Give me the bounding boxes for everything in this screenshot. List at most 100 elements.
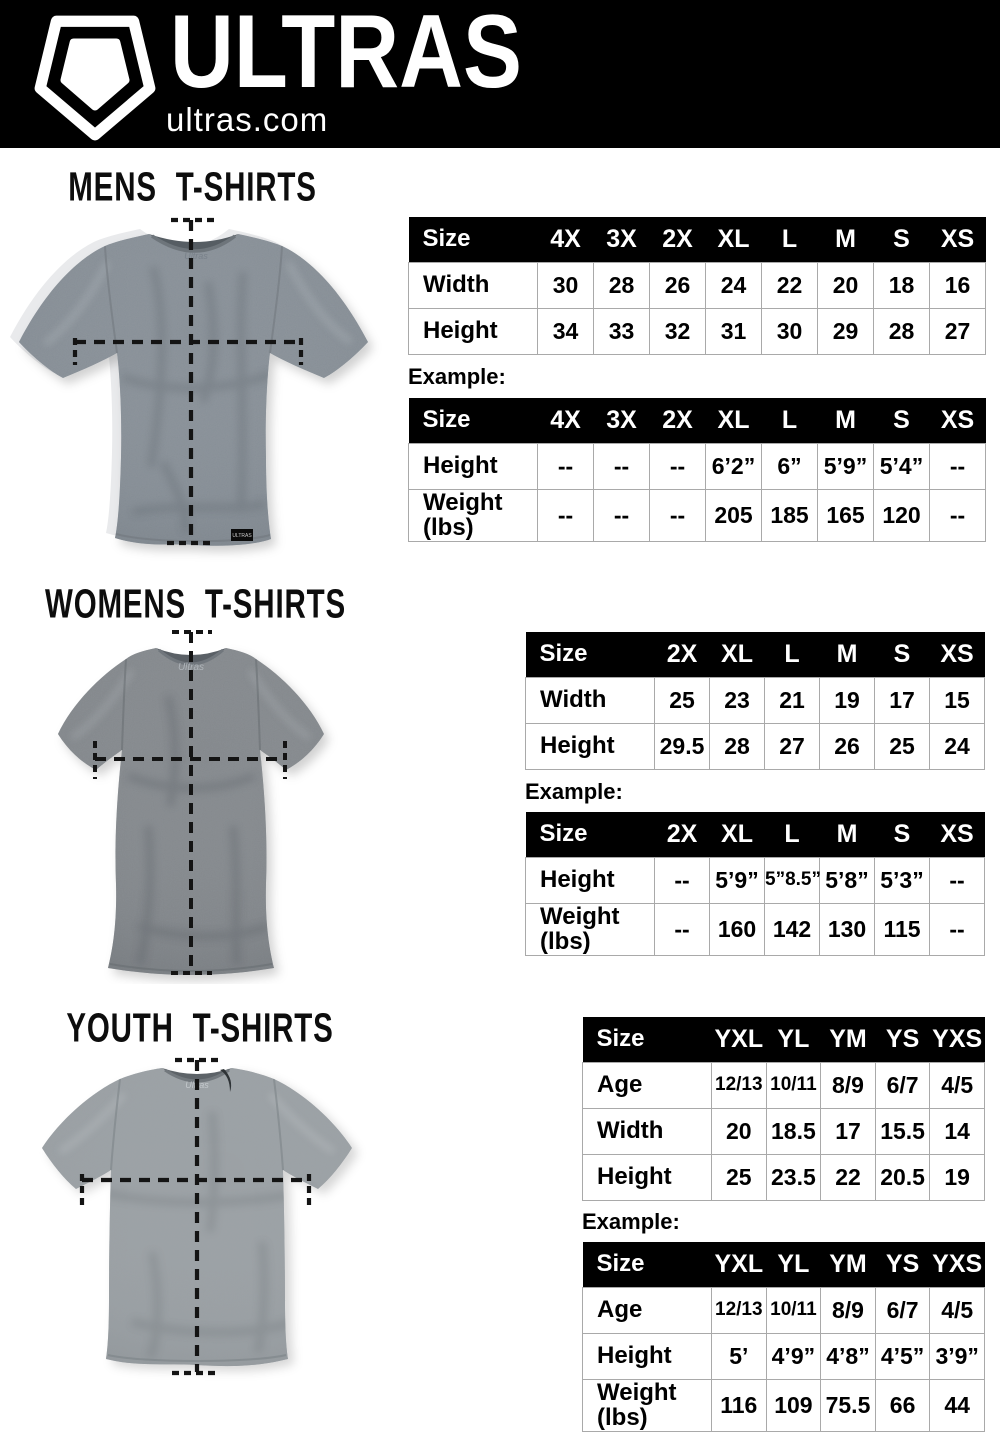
table-row: Weight (lbs) 116 109 75.5 66 44: [582, 1378, 985, 1432]
size-table: Size 4X 3X 2X XL L M S XS Width 30 28 26 24 22 20 18 16 He…: [408, 217, 986, 355]
size-column-title: Size: [525, 812, 655, 857]
mens-example-label: Example:: [408, 364, 506, 389]
size-option-header: M: [819, 812, 875, 857]
size-option-header: 2X: [654, 632, 710, 677]
size-value-cell: --: [537, 442, 594, 490]
row-label: Width: [582, 1107, 712, 1155]
size-value-cell: 25: [711, 1153, 767, 1201]
size-option-header: YS: [875, 1017, 930, 1062]
size-value-cell: 5’9”: [709, 856, 765, 904]
size-value-cell: 15.5: [874, 1107, 931, 1155]
size-value-cell: 5’3”: [874, 856, 930, 904]
size-option-header: 2X: [649, 398, 706, 443]
table-row: Age 12/13 10/11 8/9 6/7 4/5: [582, 1286, 985, 1334]
size-table: Size YXL YL YM YS YXS Age 12/13 10/11 8/9 6/7 4/5 Wi…: [582, 1017, 985, 1201]
table-row: Height 34 33 32 31 30 29 28 27: [408, 307, 986, 355]
collar-brand-label: Ultras: [184, 251, 208, 261]
size-value-cell: --: [649, 488, 706, 542]
youth-shirt-texture: [42, 1068, 352, 1367]
size-table: Size 4X 3X 2X XL L M S XS Height -- -- -- 6’2” 6” 5’9” 5…: [408, 398, 986, 542]
size-value-cell: 28: [873, 307, 930, 355]
size-value-cell: 14: [929, 1107, 985, 1155]
size-option-header: XL: [709, 812, 765, 857]
size-option-header: XL: [705, 217, 762, 262]
size-option-header: YM: [820, 1242, 876, 1287]
size-value-cell: 5’9”: [817, 442, 874, 490]
size-value-cell: 27: [929, 307, 986, 355]
size-option-header: YXL: [711, 1017, 767, 1062]
size-value-cell: 34: [537, 307, 594, 355]
size-option-header: S: [874, 812, 930, 857]
womens-example-label: Example:: [525, 779, 623, 804]
mens-section-title: MENS T-SHIRTS: [68, 163, 317, 210]
womens-size-table: Size 2X XL L M S XS Width 25 23 21 19 17 15 Height 29.5…: [525, 632, 985, 770]
size-value-cell: 23: [709, 676, 765, 724]
size-value-cell: 25: [654, 676, 710, 724]
height-measurement-line: [167, 217, 215, 546]
size-value-cell: 32: [649, 307, 706, 355]
size-value-cell: 142: [764, 902, 820, 956]
size-value-cell: 75.5: [820, 1378, 876, 1432]
size-value-cell: 10/11: [765, 1286, 822, 1334]
size-value-cell: 15: [929, 676, 985, 724]
size-table: Size 2X XL L M S XS Height -- 5’9” 5”8.5” 5’8” 5’3” -…: [525, 812, 985, 956]
size-option-header: 4X: [537, 398, 594, 443]
size-value-cell: 6”: [761, 442, 818, 490]
table-row: Height 29.5 28 27 26 25 24: [525, 722, 985, 770]
size-column-title: Size: [582, 1242, 712, 1287]
size-value-cell: 28: [709, 722, 765, 770]
mens-size-table: Size 4X 3X 2X XL L M S XS Width 30 28 26 24 22 20 18 16 He…: [408, 217, 986, 355]
measurement-lines: [93, 630, 287, 975]
size-value-cell: 4/5: [929, 1286, 985, 1334]
size-value-cell: 26: [649, 261, 706, 309]
size-option-header: L: [761, 398, 818, 443]
collar-shadow: [220, 1069, 232, 1092]
row-label: Age: [582, 1286, 712, 1334]
size-value-cell: --: [654, 856, 710, 904]
womens-example-table: Size 2X XL L M S XS Height -- 5’9” 5”8.5” 5’8” 5’3” -…: [525, 812, 985, 956]
youth-size-table: Size YXL YL YM YS YXS Age 12/13 10/11 8/9 6/7 4/5 Wi…: [582, 1017, 985, 1201]
size-option-header: S: [873, 217, 930, 262]
size-value-cell: 17: [820, 1107, 876, 1155]
size-option-header: YXS: [929, 1017, 985, 1062]
row-label: Height: [408, 307, 538, 355]
size-value-cell: 115: [874, 902, 930, 956]
row-label: Height: [582, 1153, 712, 1201]
youth-section-title: YOUTH T-SHIRTS: [66, 1004, 334, 1051]
size-value-cell: --: [929, 488, 986, 542]
youth-tshirt-image: Ultras: [42, 1057, 352, 1376]
size-value-cell: 29: [817, 307, 874, 355]
size-option-header: 3X: [593, 398, 650, 443]
header: ULTRAS ultras.com: [0, 0, 1000, 148]
womens-tshirt-image: Ultras: [58, 630, 324, 975]
size-value-cell: 5”8.5”: [764, 856, 821, 904]
size-value-cell: 6/7: [874, 1061, 931, 1109]
size-value-cell: 21: [764, 676, 820, 724]
size-value-cell: 16: [929, 261, 986, 309]
size-option-header: M: [817, 217, 874, 262]
row-label: Age: [582, 1061, 712, 1109]
size-option-header: XS: [929, 217, 986, 262]
size-table: Size 2X XL L M S XS Width 25 23 21 19 17 15 Height 29.5…: [525, 632, 985, 770]
size-value-cell: 22: [820, 1153, 876, 1201]
size-column-title: Size: [525, 632, 655, 677]
table-header-row: Size 4X 3X 2X XL L M S XS: [408, 398, 986, 443]
measurement-lines: [79, 1057, 312, 1376]
size-option-header: S: [874, 632, 930, 677]
height-measurement-line: [171, 630, 212, 975]
size-value-cell: --: [929, 442, 986, 490]
row-label: Weight (lbs): [582, 1378, 712, 1432]
size-value-cell: 19: [819, 676, 875, 724]
size-value-cell: --: [929, 902, 985, 956]
youth-example-table: Size YXL YL YM YS YXS Age 12/13 10/11 8/9 6/7 4/5 He…: [582, 1242, 985, 1432]
brand-title: ULTRAS: [170, 0, 522, 110]
collar-band: [151, 234, 237, 253]
size-value-cell: 130: [819, 902, 875, 956]
size-value-cell: 185: [761, 488, 818, 542]
size-value-cell: 20: [711, 1107, 767, 1155]
size-option-header: YL: [766, 1242, 821, 1287]
size-value-cell: 4’5”: [874, 1332, 931, 1380]
size-value-cell: 25: [874, 722, 930, 770]
size-value-cell: 116: [711, 1378, 767, 1432]
